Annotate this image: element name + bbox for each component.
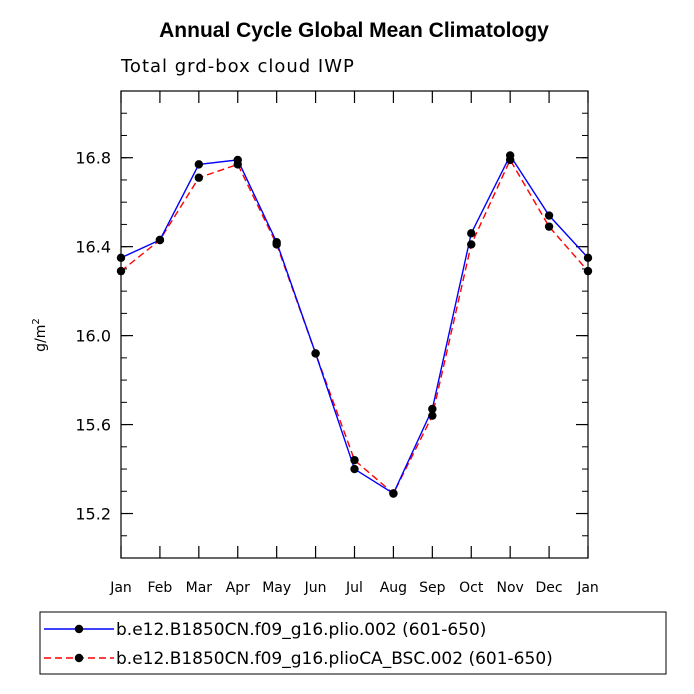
- y-axis-label: g/m2: [31, 318, 49, 352]
- series-1-point: [467, 229, 476, 238]
- x-tick-label: Jan: [109, 580, 132, 596]
- series-2-point: [155, 235, 165, 245]
- series-2-point: [428, 411, 437, 420]
- y-tick-label: 16.8: [75, 149, 111, 168]
- y-tick-label: 15.2: [75, 505, 111, 524]
- legend-box: [39, 611, 667, 675]
- series-2-point: [194, 173, 204, 182]
- series-1-point: [544, 211, 554, 220]
- series-1-point: [116, 253, 126, 262]
- series-2-point: [544, 222, 554, 231]
- x-tick-label: Jun: [304, 580, 327, 596]
- x-tick-label: Mar: [186, 580, 213, 596]
- x-tick-label: Feb: [148, 580, 173, 596]
- legend: b.e12.B1850CN.f09_g16.plio.002 (601-650)…: [39, 611, 667, 675]
- x-tick-label: Aug: [380, 580, 407, 596]
- legend-label-1: b.e12.B1850CN.f09_g16.plio.002 (601-650): [116, 620, 486, 640]
- y-tick-label: 15.6: [75, 416, 111, 435]
- series-2-point: [272, 240, 281, 249]
- x-tick-label: Sep: [419, 580, 446, 596]
- series-2-point: [350, 455, 359, 465]
- series-2-point: [389, 489, 398, 498]
- y-tick-label: 16.0: [75, 327, 111, 346]
- series-2-point: [467, 240, 476, 249]
- series-1-point: [350, 464, 359, 474]
- legend-marker-2: [74, 653, 84, 663]
- chart-title: Annual Cycle Global Mean Climatology: [159, 19, 549, 42]
- series-2-point: [311, 349, 320, 358]
- series-1-point: [194, 160, 204, 169]
- x-tick-label: Nov: [497, 580, 524, 596]
- series-2-point: [505, 155, 515, 165]
- x-tick-label: Apr: [226, 580, 250, 596]
- x-tick-label: Jan: [576, 580, 599, 596]
- y-axis-label-text: g/m: [33, 325, 49, 352]
- x-tick-label: May: [262, 580, 291, 596]
- y-tick-label: 16.4: [75, 238, 111, 257]
- plot-layer: 15.2 15.6 16.0 16.4 16.8 Jan Feb Mar Apr May Jun Ju…: [75, 90, 599, 596]
- series-1-point: [428, 404, 437, 414]
- x-tick-label: Oct: [459, 580, 484, 596]
- chart-subtitle: Total grd-box cloud IWP: [120, 56, 355, 77]
- legend-marker-1: [74, 624, 84, 634]
- y-axis-label-superscript: 2: [31, 318, 42, 324]
- series-2-point: [583, 266, 593, 276]
- series-2-point: [233, 160, 242, 169]
- series-1-point: [583, 253, 593, 262]
- series-2-point: [116, 266, 126, 276]
- x-tick-label: Jul: [345, 580, 363, 596]
- x-tick-label: Dec: [536, 580, 563, 596]
- series-line-1: [120, 154, 589, 495]
- legend-label-2: b.e12.B1850CN.f09_g16.plioCA_BSC.002 (60…: [116, 649, 553, 669]
- series-line-2: [120, 158, 589, 495]
- plot-frame: [120, 90, 589, 559]
